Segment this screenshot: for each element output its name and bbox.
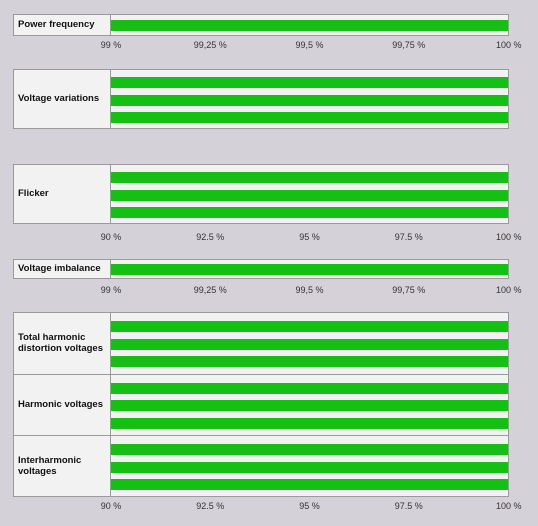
group-divider xyxy=(111,374,508,375)
bar-segment-ok xyxy=(111,189,508,201)
axis-tick-label: 100 % xyxy=(496,285,522,295)
bar-segment-ok xyxy=(111,417,508,429)
bar-segment-ok xyxy=(111,400,508,411)
panel-label-box: Total harmonic distortion voltages Harmon… xyxy=(13,312,111,497)
group-divider xyxy=(14,435,110,436)
axis-tick-label: 90 % xyxy=(100,501,122,511)
panel-label-box: Flicker xyxy=(13,164,111,224)
bar-segment-ok xyxy=(111,19,508,31)
axis-tick-label: 92.5 % xyxy=(196,501,225,511)
group-label: Voltage imbalance xyxy=(18,263,101,275)
bar-segment-ok xyxy=(111,461,508,473)
bar-segment-ok xyxy=(111,206,508,218)
bar-segment-ok xyxy=(111,338,508,350)
bar-segment-ok xyxy=(111,172,508,184)
axis-tick-label: 99,5 % xyxy=(295,285,324,295)
axis-tick-label: 99,75 % xyxy=(392,40,426,50)
axis-tick-label: 90 % xyxy=(100,232,122,242)
group-label: Power frequency xyxy=(18,19,95,31)
panel-plot-area xyxy=(111,164,509,224)
axis-tick-label: 97.5 % xyxy=(394,501,423,511)
group-divider xyxy=(111,435,508,436)
panel-plot-area xyxy=(111,312,509,497)
group-label: Flicker xyxy=(18,188,49,200)
bar-segment-ok xyxy=(111,94,508,106)
axis-tick-label: 100 % xyxy=(496,501,522,511)
bar-segment-ok xyxy=(111,443,508,455)
axis-tick-label: 95 % xyxy=(299,501,320,511)
group-label: Harmonic voltages xyxy=(18,398,103,410)
axis-tick-label: 99 % xyxy=(100,40,122,50)
axis-tick-label: 97.5 % xyxy=(394,232,423,242)
panel-plot-area xyxy=(111,259,509,279)
panel-plot-area xyxy=(111,69,509,129)
panel-label-box: Voltage variations xyxy=(13,69,111,129)
axis-tick-label: 95 % xyxy=(299,232,320,242)
panel-plot-area xyxy=(111,14,509,36)
panel-label-box: Voltage imbalance xyxy=(13,259,111,279)
bar-segment-ok xyxy=(111,356,508,368)
bar-segment-ok xyxy=(111,111,508,123)
bar-segment-ok xyxy=(111,382,508,394)
axis-tick-label: 100 % xyxy=(496,40,522,50)
bar-segment-ok xyxy=(111,263,508,275)
axis-tick-label: 99,25 % xyxy=(193,40,227,50)
axis-tick-label: 92.5 % xyxy=(196,232,225,242)
axis-tick-label: 99,25 % xyxy=(193,285,227,295)
group-label: Total harmonic distortion voltages xyxy=(18,331,103,354)
axis-tick-label: 99,5 % xyxy=(295,40,324,50)
axis-tick-label: 99,75 % xyxy=(392,285,426,295)
bar-segment-ok xyxy=(111,77,508,89)
bar-segment-ok xyxy=(111,320,508,332)
group-divider xyxy=(14,374,110,375)
group-label: Interharmonic voltages xyxy=(18,454,82,477)
axis-tick-label: 99 % xyxy=(100,285,122,295)
panel-label-box: Power frequency xyxy=(13,14,111,36)
axis-tick-label: 100 % xyxy=(496,232,522,242)
group-label: Voltage variations xyxy=(18,93,100,105)
bar-segment-ok xyxy=(111,479,508,491)
